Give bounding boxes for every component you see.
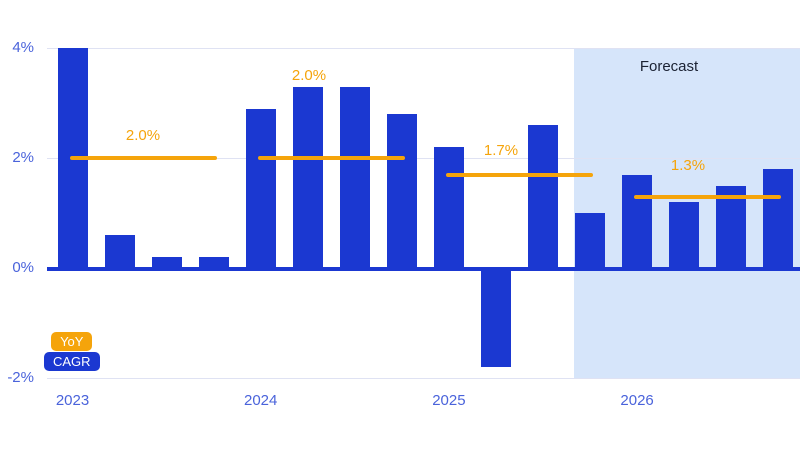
cagr-line-2023 [69,156,217,160]
bar-2023-q3 [151,257,182,271]
bar-2026-q2 [669,202,700,271]
bar-2024-q4 [386,114,417,271]
bar-2024-q2 [292,86,323,271]
gridline-2pct [47,158,800,159]
y-axis-label-0pct: 0% [12,259,34,276]
cagr-label-2023: 2.0% [125,127,161,144]
cagr-line-2025 [445,172,594,177]
bar-2025-q3 [528,125,558,271]
cagr-label-2026: 1.3% [670,157,706,174]
bar-2025-q2 [480,267,511,367]
bar-2026-q4 [763,169,794,271]
x-axis-label-2024: 2024 [244,392,278,409]
bar-2024-q1 [245,108,276,271]
legend-badge-cagr: CAGR [44,352,100,371]
cagr-line-2024 [257,156,405,160]
gridline-minus2pct [47,378,800,379]
forecast-label: Forecast [639,58,699,75]
bar-2025-q1 [433,147,464,271]
cagr-label-2025: 1.7% [483,142,519,159]
zero-axis-line [47,267,800,271]
bar-2024-q3 [339,86,370,271]
x-axis-label-2025: 2025 [432,392,466,409]
y-axis-label-4pct: 4% [12,39,34,56]
x-axis-label-2023: 2023 [55,392,90,409]
bar-2026-q3 [716,185,747,271]
chart-legend: YoY CAGR [44,332,100,371]
y-axis-label-minus2pct: -2% [7,369,34,386]
bar-2023-q4 [198,257,229,271]
bar-2023-q2 [104,235,135,271]
bar-2026-q1 [622,174,653,271]
cagr-line-2026 [634,194,782,199]
bar-2025-q4 [575,213,606,271]
cagr-label-2024: 2.0% [291,67,327,84]
gridline-4pct [47,48,800,49]
y-axis-label-2pct: 2% [12,149,34,166]
x-axis-label-2026: 2026 [620,392,654,409]
legend-badge-yoy: YoY [51,332,93,351]
